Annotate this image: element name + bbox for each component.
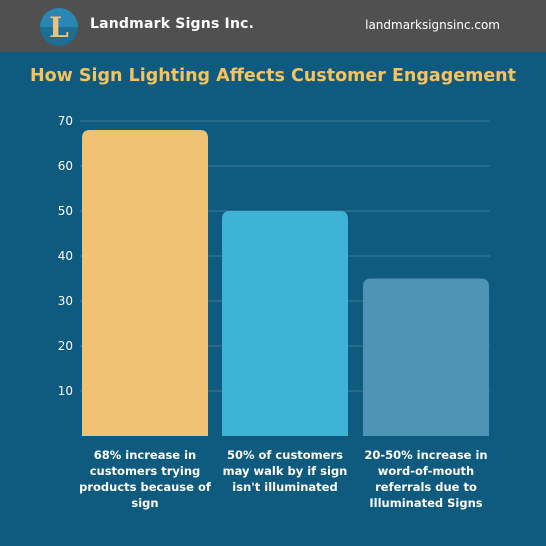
y-tick-label: 50 — [58, 204, 73, 218]
y-tick-label: 40 — [58, 249, 73, 263]
y-tick-label: 30 — [58, 294, 73, 308]
y-tick-label: 10 — [58, 384, 73, 398]
category-label-3: 20-50% increase in word-of-mouth referra… — [364, 448, 488, 510]
y-tick-label: 70 — [58, 114, 73, 128]
chart-title: How Sign Lighting Affects Customer Engag… — [29, 66, 517, 86]
bar-1 — [82, 130, 208, 436]
website-url[interactable]: landmarksignsinc.com — [365, 18, 500, 32]
company-name: Landmark Signs Inc. — [90, 16, 255, 32]
bar-3 — [363, 278, 489, 436]
y-tick-label: 20 — [58, 339, 73, 353]
bar-2 — [222, 211, 348, 436]
logo-letter: L — [49, 11, 69, 44]
header-bar: L Landmark Signs Inc. landmarksignsinc.c… — [0, 0, 546, 52]
company-logo-icon: L — [40, 8, 78, 46]
category-label-2: 50% of customers may walk by if sign isn… — [222, 448, 348, 494]
y-tick-label: 60 — [58, 159, 73, 173]
category-label-1: 68% increase in customers trying product… — [79, 448, 211, 510]
